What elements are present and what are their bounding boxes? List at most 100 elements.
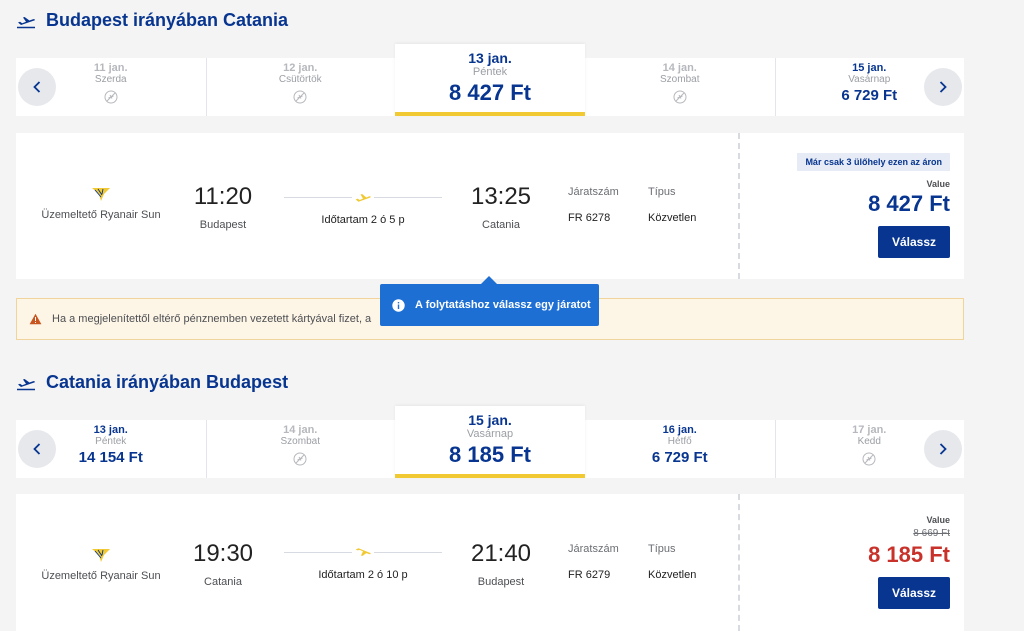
date-option-selected[interactable]: 13 jan. Péntek 8 427 Ft [395, 44, 585, 116]
flight-type-label: Típus [648, 543, 676, 555]
date-price: 6 729 Ft [651, 449, 708, 466]
operator-label: Üzemeltető Ryanair Sun [41, 209, 161, 221]
route: Időtartam 2 ó 5 p [284, 188, 442, 226]
date-label: 14 jan. [662, 62, 697, 74]
plane-landing-icon [352, 543, 374, 561]
next-dates-button[interactable] [924, 430, 962, 468]
date-price: 6 729 Ft [841, 87, 898, 104]
flight-number-label: Járatszám [568, 543, 619, 555]
date-label: 15 jan. [468, 412, 512, 428]
date-label: 14 jan. [283, 424, 318, 436]
tooltip-text: A folytatáshoz válassz egy járatot [415, 299, 591, 311]
chevron-right-icon [939, 443, 947, 455]
no-flight-icon [104, 90, 118, 104]
select-flight-button[interactable]: Válassz [878, 577, 950, 609]
plane-takeoff-icon [352, 188, 374, 206]
prev-dates-button[interactable] [18, 430, 56, 468]
return-flight-card[interactable]: Üzemeltető Ryanair Sun 19:30 Catania Idő… [16, 494, 964, 631]
departure: 19:30 Catania [178, 540, 268, 588]
flight-type: Típus Közvetlen [648, 543, 696, 581]
weekday-label: Szombat [660, 74, 700, 85]
prev-dates-button[interactable] [18, 68, 56, 106]
no-flight-icon [862, 452, 876, 466]
flight-type-value: Közvetlen [648, 569, 697, 581]
flight-price: 8 185 Ft [868, 542, 950, 567]
date-option[interactable]: 13 jan. Péntek 14 154 Ft [16, 420, 206, 478]
date-option[interactable]: 11 jan. Szerda [16, 58, 206, 116]
date-label: 13 jan. [93, 424, 128, 436]
departure: 11:20 Budapest [178, 183, 268, 231]
departure-city: Budapest [199, 219, 247, 231]
select-flight-tooltip: A folytatáshoz válassz egy járatot [380, 276, 599, 326]
return-date-strip: 13 jan. Péntek 14 154 Ft 14 jan. Szombat… [16, 406, 965, 478]
info-icon [392, 298, 405, 312]
arrival: 21:40 Budapest [456, 540, 546, 588]
date-option[interactable]: 14 jan. Szombat [205, 420, 396, 478]
date-label: 12 jan. [283, 62, 318, 74]
flight-number-value: FR 6279 [568, 569, 611, 581]
weekday-label: Szombat [280, 436, 320, 447]
departure-city: Catania [204, 576, 242, 588]
date-label: 11 jan. [93, 62, 128, 74]
warning-icon [29, 313, 42, 325]
flight-number-label: Járatszám [568, 186, 619, 198]
date-label: 17 jan. [852, 424, 887, 436]
date-label: 13 jan. [468, 50, 512, 66]
arrival-city: Catania [482, 219, 520, 231]
date-label: 16 jan. [662, 424, 697, 436]
no-flight-icon [293, 452, 307, 466]
flight-type-label: Típus [648, 186, 676, 198]
no-flight-icon [293, 90, 307, 104]
date-option-selected[interactable]: 15 jan. Vasárnap 8 185 Ft [395, 406, 585, 478]
date-price: 14 154 Ft [78, 449, 143, 466]
flight-number: Járatszám FR 6279 [568, 543, 619, 581]
original-price: 8 669 Ft [913, 528, 950, 539]
weekday-label: Kedd [857, 436, 881, 447]
outbound-flight-card[interactable]: Üzemeltető Ryanair Sun 11:20 Budapest Id… [16, 133, 964, 279]
outbound-header: Budapest irányában Catania [16, 10, 288, 31]
flight-type-value: Közvetlen [648, 212, 697, 224]
chevron-left-icon [33, 81, 41, 93]
select-flight-button[interactable]: Válassz [878, 226, 950, 258]
date-option[interactable]: 14 jan. Szombat [585, 58, 775, 116]
next-dates-button[interactable] [924, 68, 962, 106]
departure-time: 11:20 [193, 183, 253, 210]
flight-type: Típus Közvetlen [648, 186, 696, 224]
date-price: 8 427 Ft [449, 80, 531, 105]
outbound-date-strip: 11 jan. Szerda 12 jan. Csütörtök 13 jan.… [16, 44, 965, 116]
date-option[interactable]: 15 jan. Vasárnap 6 729 Ft [774, 58, 965, 116]
departure-time: 19:30 [192, 540, 254, 567]
arrival-time: 21:40 [470, 540, 532, 567]
plane-takeoff-icon [17, 378, 35, 390]
date-label: 15 jan. [852, 62, 887, 74]
flight-price: 8 427 Ft [868, 191, 950, 216]
fare-label: Value [926, 179, 950, 189]
fare-label: Value [926, 515, 950, 525]
flight-number: Járatszám FR 6278 [568, 186, 619, 224]
chevron-left-icon [33, 443, 41, 455]
operator: Üzemeltető Ryanair Sun [26, 185, 176, 221]
chevron-right-icon [939, 81, 947, 93]
outbound-title: Budapest irányában Catania [46, 10, 289, 30]
arrival-city: Budapest [477, 576, 525, 588]
ryanair-logo-icon [92, 549, 110, 562]
date-option[interactable]: 16 jan. Hétfő 6 729 Ft [585, 420, 775, 478]
flight-number-value: FR 6278 [568, 212, 611, 224]
plane-takeoff-icon [17, 16, 35, 28]
return-title: Catania irányában Budapest [46, 372, 289, 392]
date-option[interactable]: 17 jan. Kedd [774, 420, 965, 478]
date-option[interactable]: 12 jan. Csütörtök [205, 58, 396, 116]
arrival-time: 13:25 [470, 183, 532, 210]
operator-label: Üzemeltető Ryanair Sun [41, 570, 161, 582]
date-price: 8 185 Ft [449, 442, 531, 467]
return-header: Catania irányában Budapest [16, 372, 288, 393]
warning-text: Ha a megjelenítettől eltérő pénznemben v… [52, 313, 372, 325]
operator: Üzemeltető Ryanair Sun [26, 546, 176, 582]
arrival: 13:25 Catania [456, 183, 546, 231]
weekday-label: Vasárnap [466, 428, 514, 440]
flight-duration: Időtartam 2 ó 5 p [321, 214, 405, 226]
ryanair-logo-icon [92, 188, 110, 201]
weekday-label: Hétfő [667, 436, 692, 447]
flight-duration: Időtartam 2 ó 10 p [318, 569, 408, 581]
weekday-label: Csütörtök [278, 74, 322, 85]
